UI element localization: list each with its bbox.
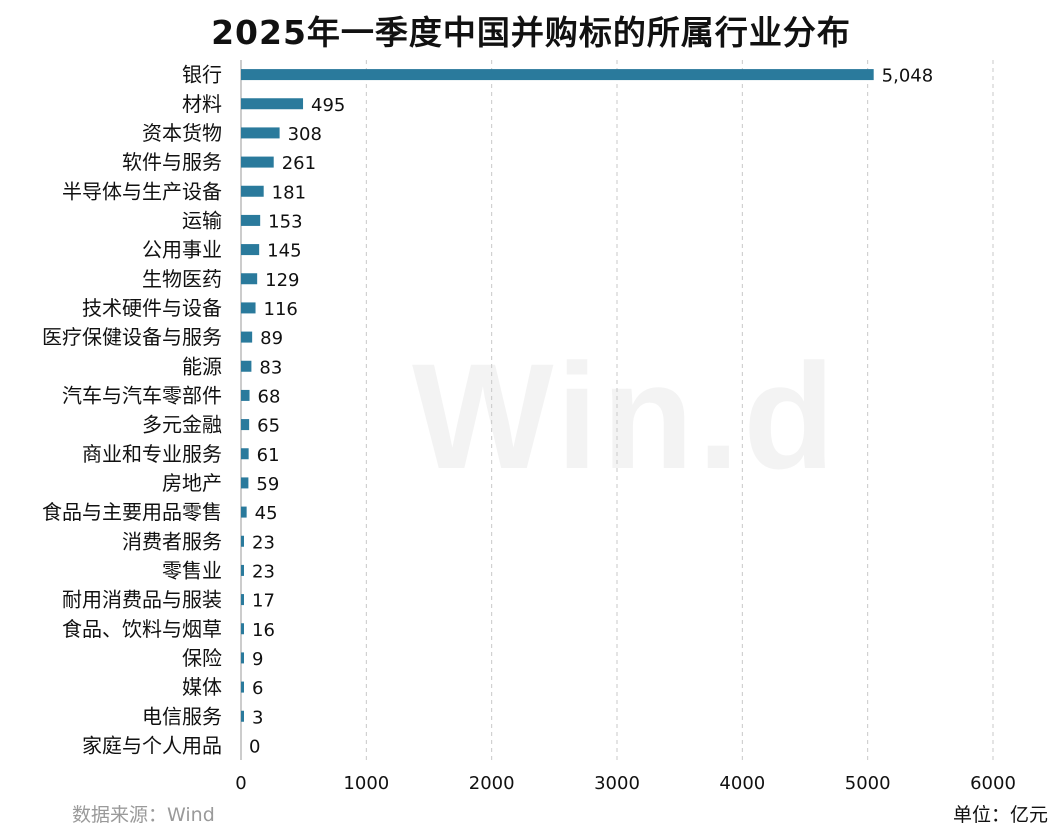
category-label: 零售业 — [162, 558, 222, 582]
bar — [241, 448, 249, 460]
bar — [241, 477, 249, 489]
value-label: 68 — [258, 386, 281, 407]
value-label: 6 — [252, 678, 263, 699]
x-tick-label: 4000 — [719, 773, 765, 794]
bar — [241, 214, 261, 226]
category-label: 媒体 — [182, 675, 222, 699]
bar — [241, 419, 250, 431]
category-label: 能源 — [182, 354, 222, 378]
category-label: 商业和专业服务 — [82, 442, 222, 466]
category-label: 生物医药 — [142, 267, 222, 291]
x-tick-label: 3000 — [594, 773, 640, 794]
chart-title: 2025年一季度中国并购标的所属行业分布 — [211, 13, 851, 52]
value-label: 59 — [256, 474, 279, 495]
bar — [241, 594, 244, 606]
value-label: 308 — [288, 124, 322, 145]
category-label: 软件与服务 — [122, 150, 222, 174]
bar — [241, 652, 244, 664]
bar — [241, 244, 260, 256]
value-label: 17 — [252, 591, 275, 612]
bar — [241, 156, 274, 168]
category-label: 技术硬件与设备 — [82, 296, 222, 320]
category-label: 汽车与汽车零部件 — [62, 383, 222, 407]
bar — [241, 331, 253, 343]
value-label: 83 — [259, 357, 282, 378]
value-label: 181 — [272, 182, 306, 203]
value-label: 61 — [257, 445, 280, 466]
value-label: 23 — [252, 561, 275, 582]
unit-label: 单位：亿元 — [952, 804, 1048, 826]
category-label: 运输 — [182, 208, 222, 232]
category-label: 资本货物 — [142, 121, 222, 145]
category-label: 公用事业 — [142, 238, 222, 262]
value-label: 45 — [255, 503, 278, 524]
category-label: 食品、饮料与烟草 — [62, 617, 222, 641]
category-label: 半导体与生产设备 — [62, 179, 222, 203]
x-tick-label: 0 — [235, 773, 246, 794]
category-label: 房地产 — [162, 471, 222, 495]
x-tick-label: 6000 — [970, 773, 1016, 794]
value-label: 116 — [264, 299, 298, 320]
category-label: 材料 — [182, 92, 222, 116]
bar — [241, 273, 258, 285]
x-tick-label: 5000 — [845, 773, 891, 794]
value-label: 9 — [252, 649, 263, 670]
source-note: 数据来源：Wind — [72, 804, 215, 826]
value-label: 3 — [252, 707, 263, 728]
bar — [241, 98, 304, 110]
bar — [241, 127, 280, 139]
bar — [241, 360, 252, 372]
value-label: 261 — [282, 153, 316, 174]
category-label: 电信服务 — [142, 704, 222, 728]
value-label: 5,048 — [882, 66, 934, 87]
value-label: 23 — [252, 532, 275, 553]
watermark: Win.d — [412, 330, 839, 503]
category-label: 医疗保健设备与服务 — [42, 325, 222, 349]
category-label: 耐用消费品与服装 — [62, 588, 222, 612]
value-label: 65 — [257, 416, 280, 437]
value-label: 153 — [268, 211, 302, 232]
value-label: 145 — [267, 241, 301, 262]
bar — [241, 185, 264, 197]
bar — [241, 564, 244, 576]
x-tick-label: 2000 — [469, 773, 515, 794]
bar — [241, 506, 247, 518]
bar — [241, 69, 874, 81]
value-label: 129 — [265, 270, 299, 291]
value-label: 0 — [249, 736, 260, 757]
bar — [241, 302, 256, 314]
category-label: 食品与主要用品零售 — [42, 500, 222, 524]
value-label: 89 — [260, 328, 283, 349]
category-label: 家庭与个人用品 — [82, 733, 222, 757]
category-label: 多元金融 — [142, 413, 222, 437]
category-label: 保险 — [182, 646, 222, 670]
bar — [241, 681, 244, 693]
value-label: 495 — [311, 95, 345, 116]
value-label: 16 — [252, 620, 275, 641]
bar — [241, 535, 244, 547]
category-label: 消费者服务 — [122, 529, 222, 553]
bar — [241, 623, 244, 635]
bar — [241, 389, 250, 401]
bar — [241, 710, 244, 722]
x-tick-label: 1000 — [343, 773, 389, 794]
category-label: 银行 — [182, 63, 222, 87]
